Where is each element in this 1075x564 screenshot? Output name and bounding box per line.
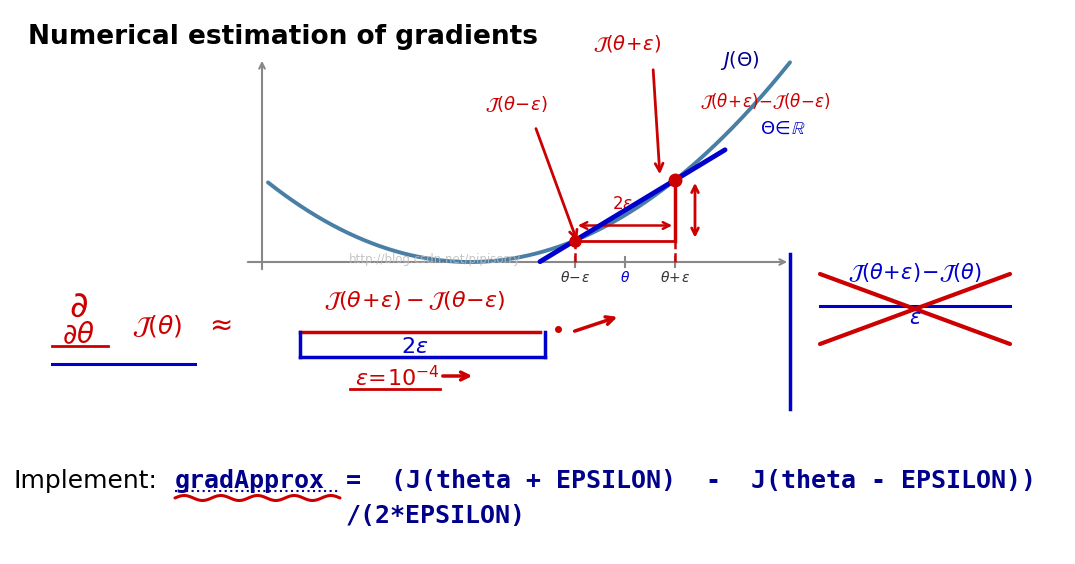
Text: Implement:: Implement: — [14, 469, 158, 493]
Text: http://blog.csdn.net/pipisorry: http://blog.csdn.net/pipisorry — [349, 253, 521, 267]
Text: Numerical estimation of gradients: Numerical estimation of gradients — [28, 24, 538, 50]
Text: gradApprox: gradApprox — [175, 469, 325, 493]
Text: $\approx$: $\approx$ — [204, 311, 232, 339]
Text: $2\varepsilon$: $2\varepsilon$ — [612, 196, 632, 213]
Text: /(2*EPSILON): /(2*EPSILON) — [346, 504, 526, 528]
Text: $2\varepsilon$: $2\varepsilon$ — [401, 336, 429, 358]
Text: $\mathcal{J}(\theta\!+\!\varepsilon)\!-\!\mathcal{J}(\theta\!-\!\varepsilon)$: $\mathcal{J}(\theta\!+\!\varepsilon)\!-\… — [700, 91, 831, 111]
Text: $\mathcal{J}(\theta\!+\!\varepsilon)$: $\mathcal{J}(\theta\!+\!\varepsilon)$ — [593, 33, 661, 54]
Text: $\theta\!-\!\varepsilon$: $\theta\!-\!\varepsilon$ — [560, 270, 590, 285]
Text: $\varepsilon\!=\!10^{-4}$: $\varepsilon\!=\!10^{-4}$ — [355, 366, 440, 391]
Text: $J(\Theta)$: $J(\Theta)$ — [720, 49, 760, 72]
Text: $\Theta\!\in\!\mathbb{R}$: $\Theta\!\in\!\mathbb{R}$ — [760, 120, 805, 138]
Text: =  (J(theta + EPSILON)  -  J(theta - EPSILON)): = (J(theta + EPSILON) - J(theta - EPSILO… — [346, 469, 1036, 493]
Text: $\partial$: $\partial$ — [69, 290, 87, 324]
Text: $\theta\!+\!\varepsilon$: $\theta\!+\!\varepsilon$ — [660, 270, 690, 285]
Text: $\mathcal{J}(\theta\!-\!\varepsilon)$: $\mathcal{J}(\theta\!-\!\varepsilon)$ — [485, 94, 547, 114]
Text: $\mathcal{J}(\theta)$: $\mathcal{J}(\theta)$ — [132, 313, 183, 339]
Text: $\mathcal{J}(\theta\!+\!\varepsilon) - \mathcal{J}(\theta\!-\!\varepsilon)$: $\mathcal{J}(\theta\!+\!\varepsilon) - \… — [325, 289, 506, 312]
Text: $\varepsilon$: $\varepsilon$ — [908, 308, 921, 328]
Text: $\partial\theta$: $\partial\theta$ — [61, 322, 95, 349]
Text: $\mathcal{J}(\theta\!+\!\varepsilon)\!-\!\mathcal{J}(\theta)$: $\mathcal{J}(\theta\!+\!\varepsilon)\!-\… — [848, 261, 981, 284]
Text: $\theta$: $\theta$ — [620, 270, 630, 285]
